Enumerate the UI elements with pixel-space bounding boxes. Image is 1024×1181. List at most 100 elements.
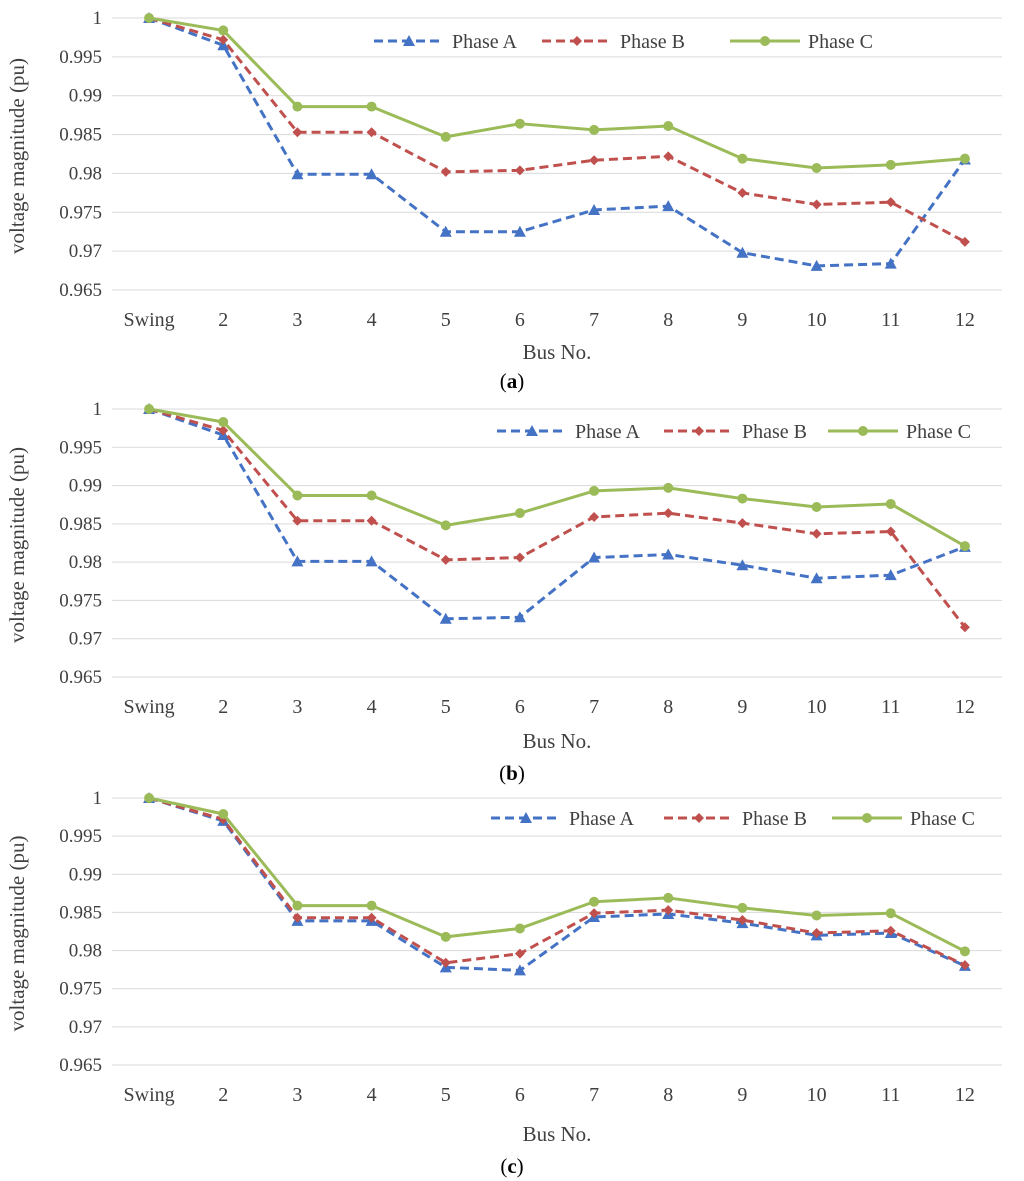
x-tick-label: 12 [955, 309, 975, 331]
data-point [884, 569, 897, 581]
x-tick-label: 5 [441, 696, 451, 718]
panel-caption: (b) [499, 761, 525, 785]
series-phase-c [144, 13, 970, 173]
x-tick-label: 4 [367, 1084, 377, 1106]
caption-close: ) [517, 1154, 524, 1178]
data-point [589, 896, 600, 907]
data-point [959, 541, 970, 552]
series-phase-a [143, 12, 971, 271]
data-point [737, 187, 748, 198]
y-tick-label: 0.99 [69, 86, 102, 107]
data-point [663, 905, 674, 916]
data-point [885, 197, 896, 208]
legend-marker [858, 426, 868, 436]
caption-close: ) [517, 369, 524, 393]
x-tick-label: 6 [515, 309, 525, 331]
data-point [513, 964, 526, 976]
x-tick-label: Swing [124, 696, 175, 718]
data-point [218, 25, 229, 36]
data-point [737, 915, 748, 926]
legend-label: Phase A [575, 421, 641, 443]
series-phase-a [143, 792, 971, 976]
data-point [736, 246, 749, 258]
data-point [292, 490, 303, 501]
data-point [514, 508, 525, 519]
data-point [737, 153, 748, 164]
chart-panel-c: 0.965 0.97 0.975 0.98 0.985 0.99 0.995 1 Swing 2 3… [5, 788, 1002, 1178]
data-point [291, 168, 304, 180]
data-point [885, 498, 896, 509]
data-point [366, 127, 377, 138]
y-tick-label: 0.975 [59, 202, 102, 223]
x-tick-label: 8 [663, 696, 673, 718]
data-point [589, 908, 600, 919]
x-tick-label: 3 [292, 309, 302, 331]
y-tick-label: 0.965 [59, 280, 102, 301]
data-point [811, 910, 822, 921]
data-point [663, 892, 674, 903]
y-axis-label: voltage magnitude (pu) [5, 836, 29, 1032]
legend-label: Phase C [906, 421, 971, 443]
data-point [366, 900, 377, 911]
legend-label: Phase C [808, 31, 873, 53]
x-axis-label: Bus No. [523, 1122, 592, 1146]
x-tick-label: Swing [124, 309, 175, 331]
y-tick-label: 0.995 [59, 826, 102, 847]
legend-marker [760, 36, 770, 46]
caption-letter: a [507, 369, 518, 393]
data-point [810, 259, 823, 271]
data-point [144, 404, 155, 414]
y-tick-label: 0.97 [69, 241, 102, 262]
y-tick-label: 0.965 [59, 667, 102, 688]
chart-panel-b: 0.965 0.97 0.975 0.98 0.985 0.99 0.995 1 Swing 2 3… [5, 399, 1002, 785]
data-point [218, 34, 229, 45]
data-point [513, 611, 526, 623]
data-point [959, 960, 970, 971]
series-line [148, 16, 966, 244]
data-point [514, 165, 525, 176]
data-point [588, 203, 601, 215]
data-point [885, 526, 896, 537]
series-line [148, 407, 967, 629]
x-tick-label: 10 [807, 1084, 827, 1106]
data-point [366, 515, 377, 526]
legend-label: Phase B [742, 808, 807, 830]
x-tick-label: 3 [292, 1084, 302, 1106]
data-point [218, 809, 229, 820]
y-tick-label: 0.97 [69, 629, 102, 650]
x-tick-label: 10 [807, 309, 827, 331]
data-point [292, 127, 303, 138]
data-point [737, 518, 748, 529]
data-point [440, 131, 451, 142]
data-point [662, 548, 675, 560]
x-axis-label: Bus No. [523, 729, 592, 753]
x-tick-label: 9 [737, 696, 747, 718]
legend-label: Phase B [620, 31, 685, 53]
data-point [366, 490, 377, 501]
data-point [663, 508, 674, 519]
caption-open: ( [500, 1154, 507, 1178]
legend: Phase A Phase B Phase C [497, 421, 971, 443]
data-point [292, 515, 303, 526]
legend-label: Phase A [569, 808, 635, 830]
data-point [959, 236, 970, 247]
x-tick-label: 6 [515, 1084, 525, 1106]
data-point [811, 199, 822, 210]
panel-caption: (a) [500, 369, 525, 393]
legend-label: Phase C [910, 808, 975, 830]
caption-open: ( [499, 761, 506, 785]
data-point [514, 118, 525, 129]
data-point [365, 555, 378, 567]
x-axis-label: Bus No. [523, 340, 592, 364]
caption-letter: b [506, 761, 518, 785]
x-tick-label: 7 [589, 1084, 599, 1106]
data-point [440, 520, 451, 531]
series-line [148, 796, 966, 972]
data-point [589, 485, 600, 496]
y-tick-label: 0.985 [59, 514, 102, 535]
data-point [737, 493, 748, 504]
y-tick-label: 0.98 [69, 941, 102, 962]
data-point [662, 200, 675, 212]
series-line [148, 796, 966, 967]
